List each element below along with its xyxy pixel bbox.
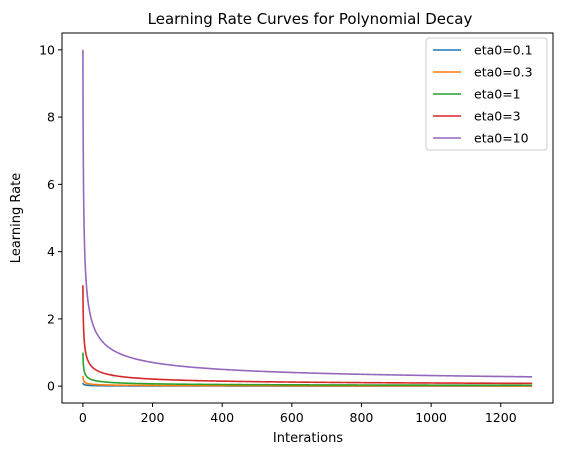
legend-label: eta0=0.1 bbox=[474, 43, 533, 58]
legend-label: eta0=3 bbox=[474, 109, 521, 124]
x-tick-label: 600 bbox=[280, 410, 304, 425]
legend-box bbox=[425, 37, 548, 151]
x-tick-label: 0 bbox=[79, 410, 87, 425]
x-tick-label: 200 bbox=[141, 410, 165, 425]
y-tick-label: 2 bbox=[47, 311, 55, 326]
legend-label: eta0=1 bbox=[474, 87, 521, 102]
x-axis-label: Interations bbox=[273, 431, 343, 446]
chart-title: Learning Rate Curves for Polynomial Deca… bbox=[148, 10, 473, 28]
series-line-5 bbox=[82, 49, 533, 378]
y-tick-label: 0 bbox=[47, 379, 55, 394]
x-tick-label: 400 bbox=[210, 410, 234, 425]
y-axis-label: Learning Rate bbox=[9, 173, 24, 263]
x-tick-label: 800 bbox=[350, 410, 374, 425]
y-tick-label: 4 bbox=[47, 244, 55, 259]
y-tick-label: 8 bbox=[47, 110, 55, 125]
legend-label: eta0=0.3 bbox=[474, 65, 533, 80]
series-line-4 bbox=[82, 285, 533, 385]
y-axis-ticks: 0 2 4 6 8 10 bbox=[39, 42, 62, 394]
plot-lines bbox=[82, 49, 533, 387]
y-tick-label: 10 bbox=[39, 42, 55, 57]
legend: eta0=0.1 eta0=0.3 eta0=1 eta0=3 eta0=10 bbox=[425, 37, 548, 151]
legend-label: eta0=10 bbox=[474, 131, 529, 146]
series-line-3 bbox=[82, 352, 533, 387]
y-tick-label: 6 bbox=[47, 177, 55, 192]
x-tick-label: 1000 bbox=[415, 410, 447, 425]
x-axis-ticks: 0 200 400 600 800 1000 1200 bbox=[79, 403, 517, 425]
plot-frame bbox=[61, 32, 554, 404]
x-tick-label: 1200 bbox=[485, 410, 517, 425]
